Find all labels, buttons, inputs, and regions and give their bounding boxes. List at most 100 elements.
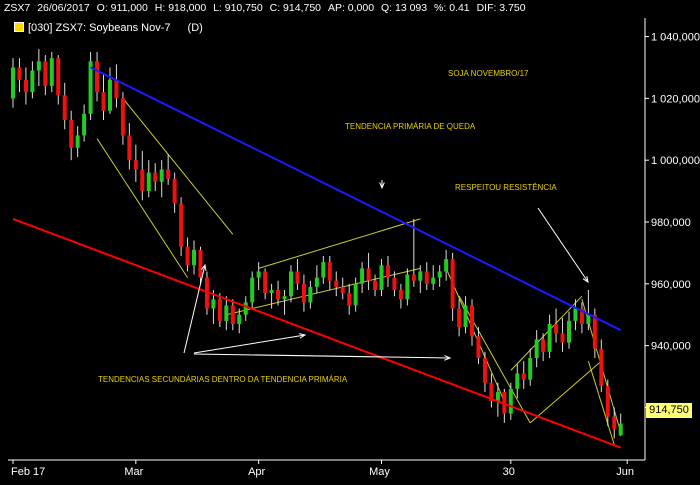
candle-body [385, 265, 390, 278]
quote-date: 26/06/2017 [37, 2, 90, 14]
candle [140, 150, 145, 201]
candle [521, 361, 526, 389]
annotation-text: RESPEITOU RESISTÊNCIA [455, 183, 557, 192]
arrow-head [582, 276, 589, 284]
candle [566, 311, 571, 349]
annotation-text: SOJA NOVEMBRO/17 [448, 69, 529, 78]
candle-body [120, 98, 125, 136]
candle [482, 351, 487, 392]
candle-body [398, 290, 403, 300]
candle [69, 110, 74, 161]
candle-body [618, 423, 623, 436]
candle [114, 64, 119, 108]
trendlines [12, 66, 622, 449]
candle [17, 58, 22, 93]
annotation-text: TENDENCIA PRIMÁRIA DE QUEDA [345, 122, 476, 131]
candle [437, 265, 442, 287]
annotation-arrows [183, 180, 589, 361]
candle [379, 259, 384, 297]
candle [314, 265, 319, 294]
candle-body [605, 385, 610, 417]
candle-body [308, 286, 313, 303]
candle-body [560, 333, 565, 343]
quote-high: H: 918,000 [154, 2, 207, 14]
candle [334, 271, 339, 297]
candle [101, 73, 106, 120]
candle [159, 160, 164, 198]
y-tick-label: 1 020,000 [651, 93, 700, 105]
candle-body [276, 290, 281, 300]
candle-body [612, 416, 617, 430]
candle [599, 339, 604, 392]
candle-body [392, 277, 397, 290]
candle-body [101, 92, 106, 111]
candle [49, 52, 54, 93]
candle-body [411, 274, 416, 281]
candle-body [295, 271, 300, 284]
series-period-flag: (D) [187, 22, 203, 34]
candle [347, 283, 352, 315]
candle-body [431, 277, 436, 284]
candle [250, 271, 255, 309]
candle-body [470, 305, 475, 337]
candle-body [192, 249, 197, 266]
candle [385, 256, 390, 287]
candle-body [508, 388, 513, 414]
candle-body [107, 79, 112, 111]
y-tick-label: 1 000,000 [651, 155, 700, 167]
candle-body [327, 262, 332, 281]
candle-body [489, 382, 494, 402]
candle-body [340, 286, 345, 294]
candle [282, 290, 287, 315]
channel-line [529, 360, 602, 424]
candle [321, 256, 326, 284]
candle [43, 55, 48, 96]
candle [82, 104, 87, 142]
candle-body [566, 320, 571, 343]
candle-body [482, 358, 487, 383]
trend-line [90, 66, 622, 332]
annotations: SOJA NOVEMBRO/17 TENDENCIA PRIMÁRIA DE QU… [98, 69, 557, 384]
candle [405, 268, 410, 306]
candle-body [263, 271, 268, 294]
arrow-head [444, 355, 452, 361]
candle-body [521, 373, 526, 380]
candle-body [211, 299, 216, 309]
candle-body [230, 305, 235, 324]
candle [133, 144, 138, 182]
series-header[interactable]: [030] ZSX7: Soybeans Nov-7 (D) [14, 20, 203, 36]
candle-body [217, 299, 222, 321]
candle [560, 317, 565, 352]
candle-body [256, 271, 261, 278]
candle-body [424, 271, 429, 284]
candle-body [43, 61, 48, 86]
candle [541, 333, 546, 362]
candle-body [495, 392, 500, 402]
channel-line [445, 268, 505, 402]
quote-open: O: 911,000 [96, 2, 148, 14]
trend-line [12, 217, 622, 449]
candle [23, 67, 28, 105]
candle [424, 262, 429, 290]
candle-body [172, 178, 177, 204]
candle-body [353, 283, 358, 306]
x-tick-label: 30 [503, 466, 515, 478]
candle-body [237, 314, 242, 324]
candle [470, 299, 475, 346]
candle-body [179, 203, 184, 247]
candle [457, 299, 462, 337]
candle-body [269, 290, 274, 294]
candle-body [140, 169, 145, 192]
candle-body [405, 274, 410, 300]
candle-body [586, 314, 591, 324]
chart-frame [8, 18, 646, 461]
annotation-arrow [193, 353, 451, 359]
candle-body [133, 160, 138, 170]
candle-body [11, 67, 15, 99]
candle-body [282, 296, 287, 300]
candle [263, 268, 268, 300]
last-price-badge: 914,750 [646, 403, 692, 418]
x-tick-label: Mar [124, 466, 143, 478]
candle [301, 274, 306, 312]
